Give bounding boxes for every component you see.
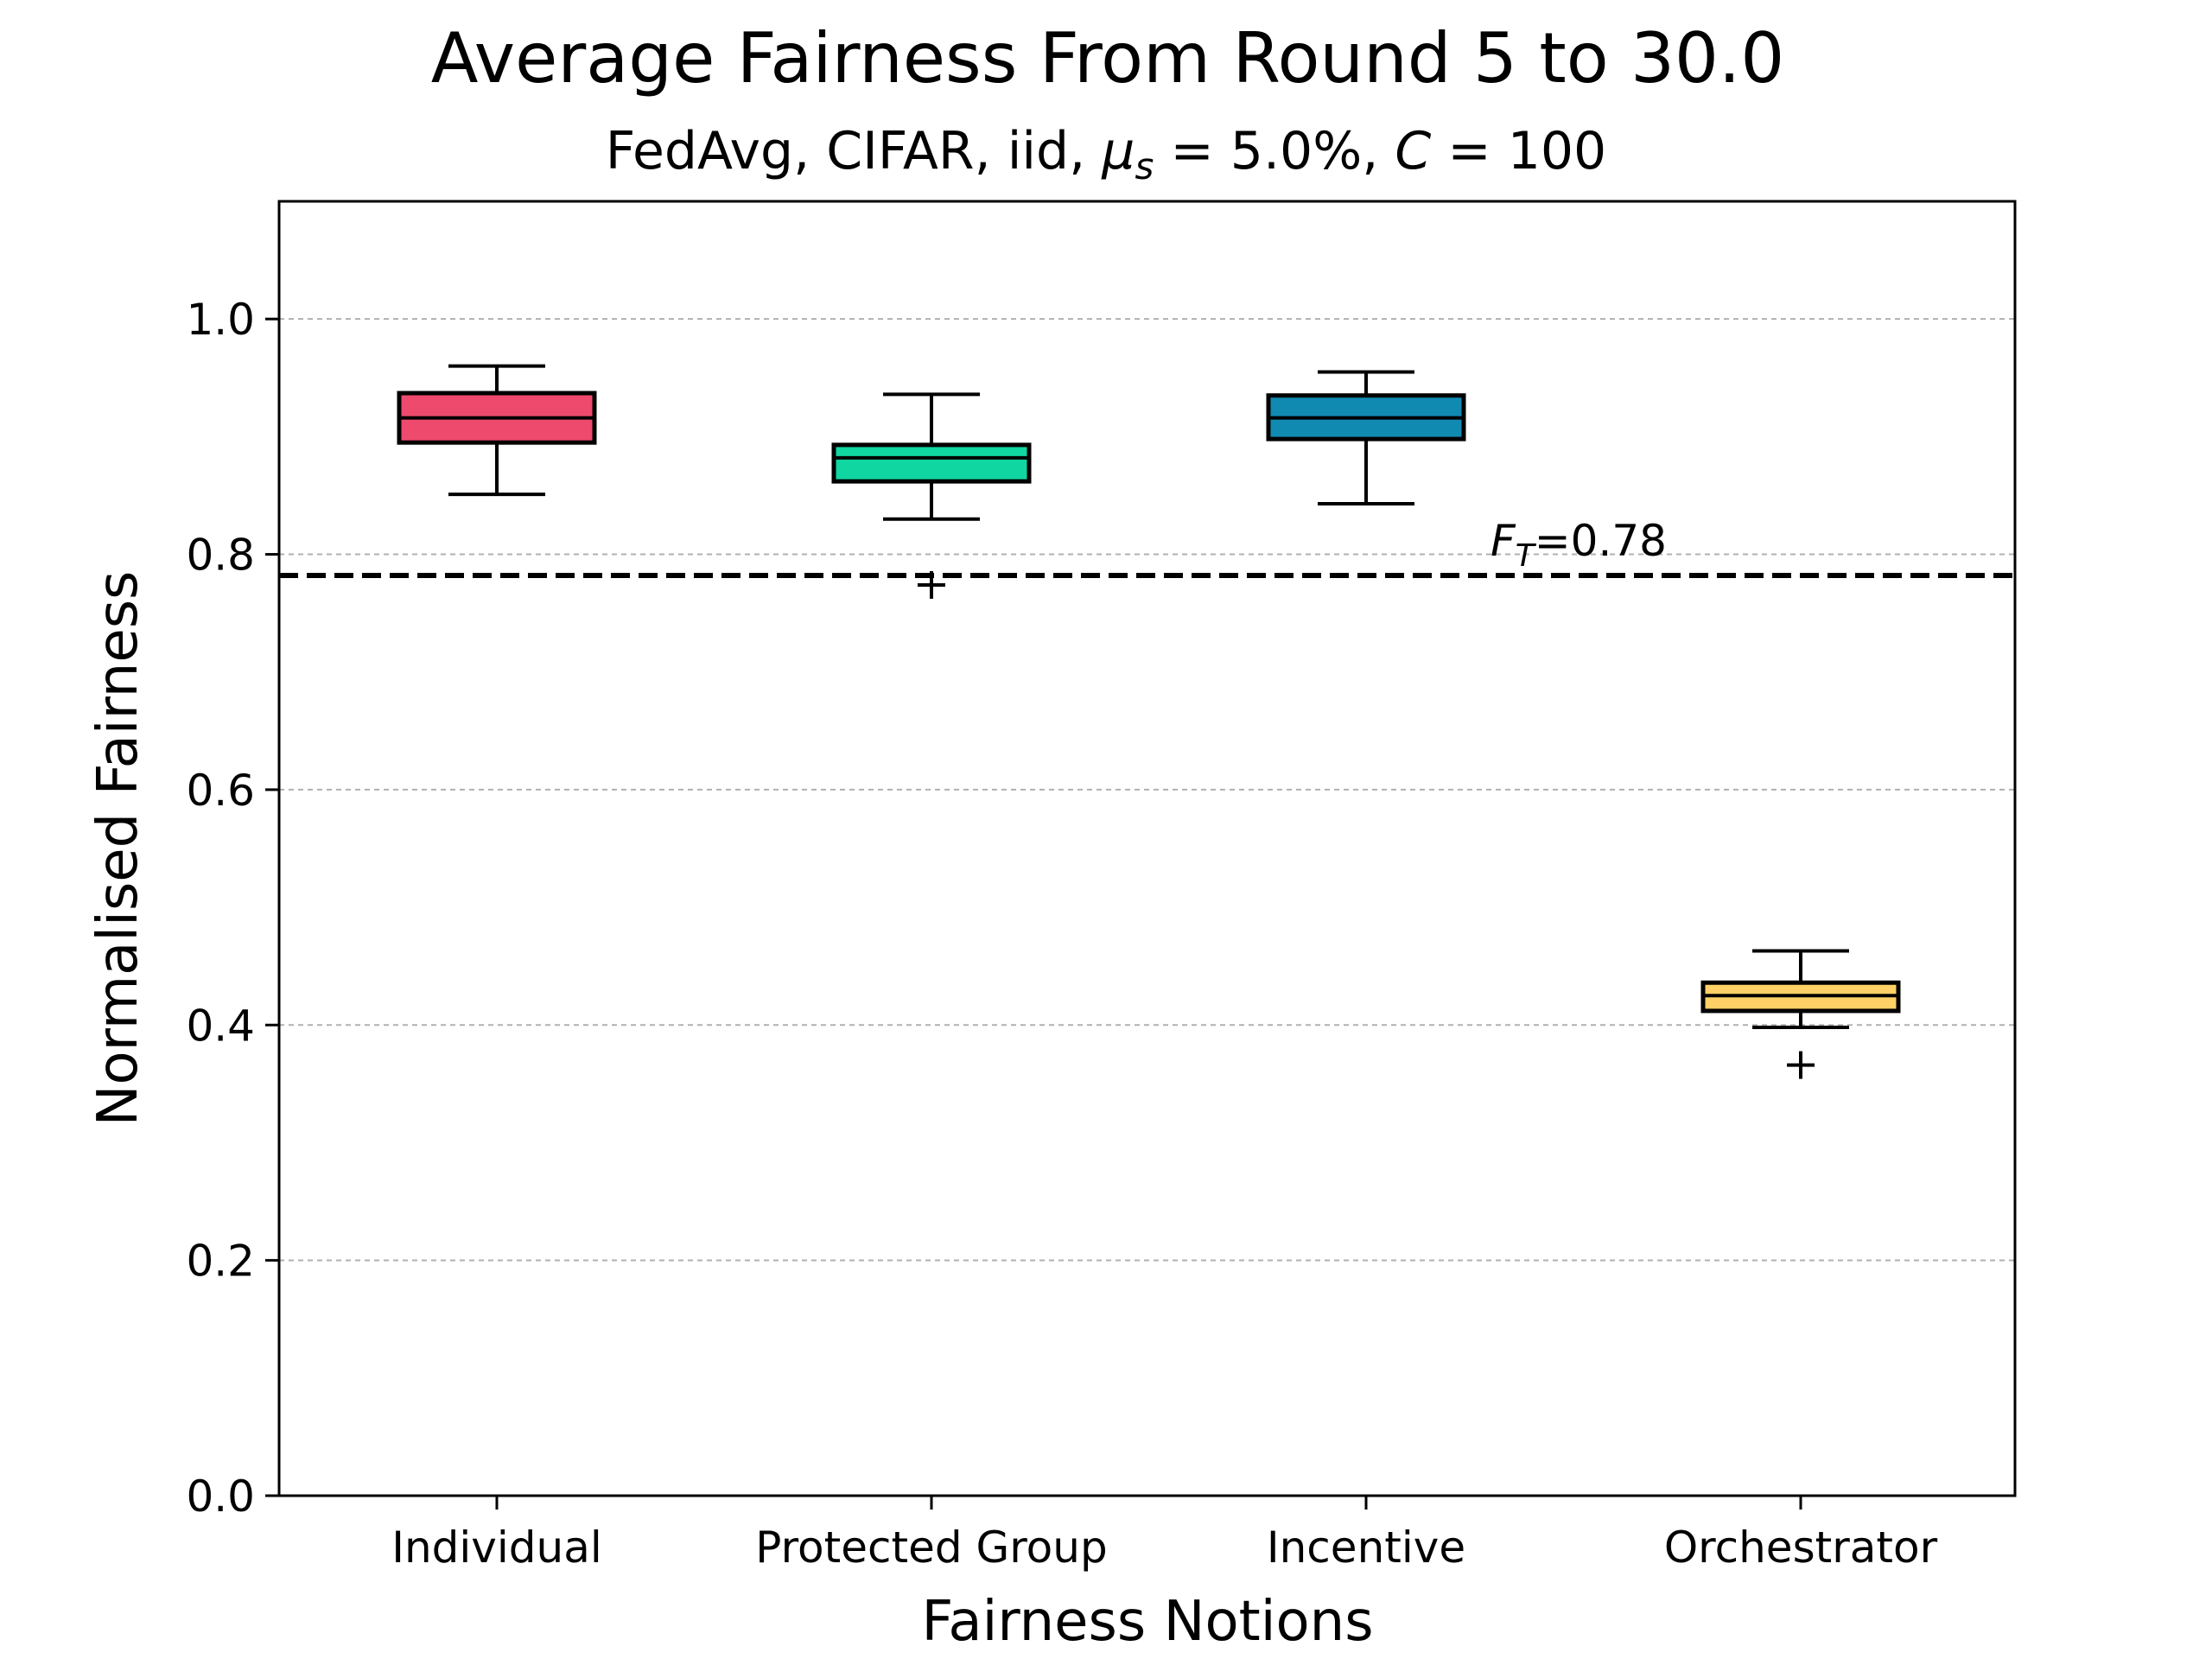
outlier-marker bbox=[1787, 1051, 1815, 1079]
threshold-line-group: FT=0.78 bbox=[279, 516, 2015, 579]
box-orchestrator bbox=[1700, 949, 1901, 1079]
box-incentive bbox=[1266, 370, 1466, 505]
x-tick-label: Orchestrator bbox=[1664, 1522, 1938, 1573]
box-protected-group bbox=[831, 392, 1032, 599]
threshold-label-value: =0.78 bbox=[1535, 516, 1667, 566]
chart-title: Average Fairness From Round 5 to 30.0 bbox=[431, 18, 1784, 99]
y-axis-label: Normalised Fairness bbox=[86, 571, 150, 1127]
subtitle-prefix: FedAvg, CIFAR, iid, bbox=[606, 121, 1103, 181]
x-axis-ticks: Individual Protected Group Incentive Orches… bbox=[391, 1496, 1938, 1573]
outlier-marker bbox=[918, 570, 945, 599]
subtitle-mu-symbol: μ bbox=[1101, 121, 1135, 181]
subtitle-mu-sub: s bbox=[1135, 145, 1154, 188]
subtitle-c-value: = 100 bbox=[1431, 121, 1606, 181]
y-tick-label: 0.4 bbox=[186, 1001, 255, 1051]
y-tick-label: 0.8 bbox=[186, 531, 255, 581]
gridlines bbox=[279, 318, 2015, 1262]
y-tick-label: 0.6 bbox=[186, 766, 255, 816]
boxes-group bbox=[397, 364, 1901, 1079]
threshold-label-sub: T bbox=[1516, 538, 1537, 574]
plot-frame bbox=[277, 200, 2017, 1497]
x-tick-label: Incentive bbox=[1267, 1522, 1465, 1573]
box-body bbox=[831, 442, 1032, 484]
x-axis-label: Fairness Notions bbox=[921, 1590, 1373, 1654]
x-tick-label: Protected Group bbox=[755, 1522, 1107, 1573]
y-tick-label: 0.0 bbox=[186, 1471, 255, 1522]
y-tick-label: 1.0 bbox=[186, 295, 255, 345]
chart-subtitle: FedAvg, CIFAR, iid, μs = 5.0%, C = 100 bbox=[606, 121, 1606, 188]
threshold-label: FT=0.78 bbox=[1491, 516, 1667, 574]
threshold-label-symbol: F bbox=[1491, 516, 1516, 566]
box-individual bbox=[397, 364, 597, 497]
subtitle-c-symbol: C bbox=[1395, 121, 1431, 181]
y-tick-label: 0.2 bbox=[186, 1236, 255, 1287]
y-axis-ticks: 0.0 0.2 0.4 0.6 0.8 1.0 bbox=[186, 295, 279, 1522]
x-tick-label: Individual bbox=[391, 1522, 602, 1573]
subtitle-mu-value: = 5.0%, bbox=[1154, 121, 1395, 181]
